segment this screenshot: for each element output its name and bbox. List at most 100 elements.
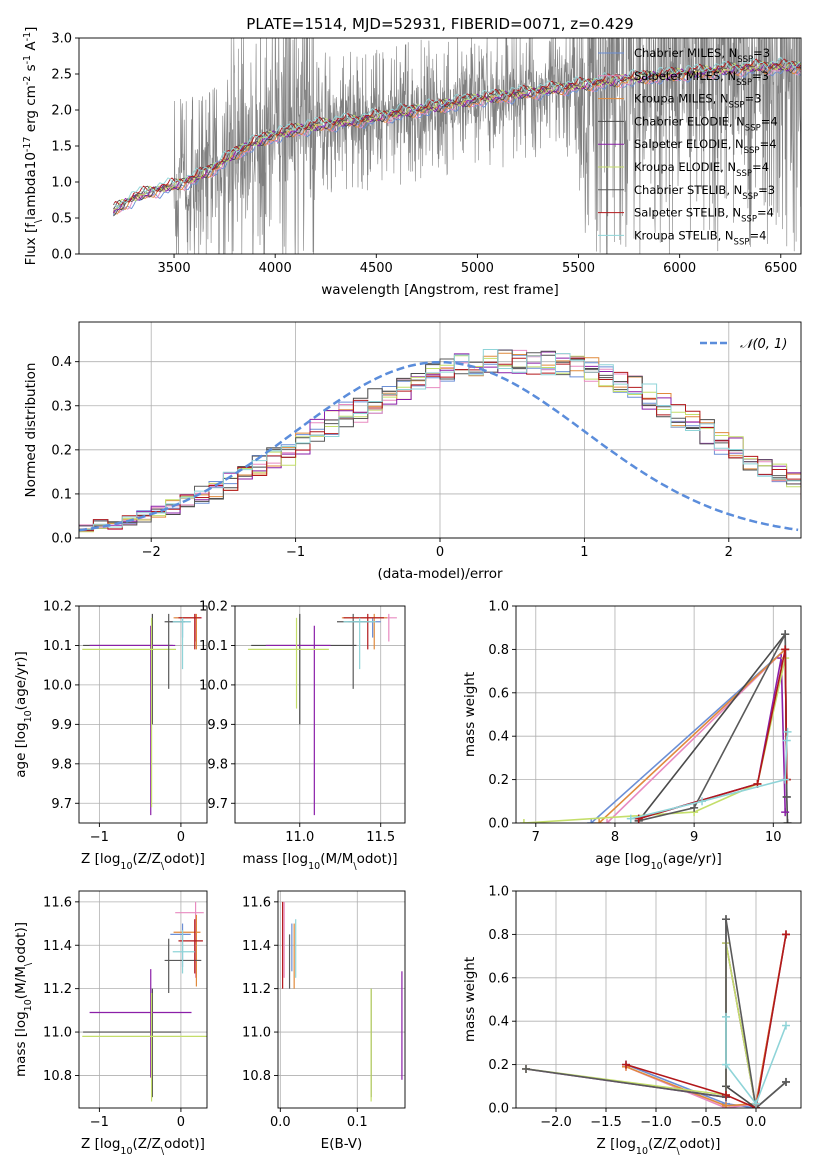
x-tick-label: 6000: [663, 261, 696, 276]
weight-marker-salpeter_stelib: [782, 930, 790, 939]
y-tick-label: 0.0: [51, 532, 72, 547]
plot-area-5: [82, 901, 207, 1102]
y-axis-label: mass weight: [462, 957, 478, 1042]
y-tick-label: 9.8: [207, 757, 228, 772]
y-tick-label: 10.1: [43, 639, 72, 654]
y-tick-label: 10.2: [43, 600, 72, 615]
y-tick-label: 10.0: [199, 678, 228, 693]
x-tick-label: −1.0: [640, 1115, 672, 1130]
histogram-kroupa_miles: [79, 352, 801, 530]
errorbar-point-kroupa_miles: [173, 613, 201, 650]
x-tick-label: −2: [142, 545, 161, 560]
weight-marker-chabrier_stelib: [690, 803, 699, 812]
y-tick-label: 1.0: [51, 176, 72, 191]
axes-6: 0.0 0.1 10.8 11.0 11.2 11.4 11.6 E(B-V): [242, 890, 406, 1152]
model-line-chabrier_stelib: [113, 59, 801, 210]
weight-marker-salpeter_stelib: [781, 645, 790, 654]
axes-4: 7 8 9 10 0.0 0.2 0.4 0.6 0.8 1.0 age [log10(age/yr…: [462, 600, 802, 872]
errorbar-point-kroupa_elodie: [247, 617, 329, 709]
axes-frame: [234, 605, 406, 824]
errorbar-point-salpeter_elodie: [89, 625, 176, 816]
axes-1: −2 −1 0 1 2 0.0 0.1 0.2 0.3 0.4 (data-model)/error…: [23, 321, 802, 582]
y-tick-label: 0.0: [488, 1102, 509, 1117]
y-tick-label: 0.2: [51, 443, 72, 458]
weight-marker-kroupa_stelib: [782, 736, 791, 745]
model-line-salpeter_stelib: [113, 58, 801, 206]
axes-7: −2.0 −1.5 −1.0 −0.5 0.0 0.0 0.2 0.4 0.6 0.8 1.0 Z […: [462, 885, 802, 1157]
weight-line-kroupa_elodie: [523, 657, 786, 823]
x-tick-label: 8: [611, 830, 619, 845]
weight-marker-salpeter_stelib: [622, 1060, 630, 1069]
x-tick-label: 1: [580, 545, 588, 560]
errorbar-point-chabrier_miles: [170, 617, 191, 638]
weight-marker-kroupa_stelib: [722, 1012, 730, 1021]
legend-entry: Kroupa STELIB, NSSP=4: [634, 228, 766, 247]
weight-line-chabrier_elodie: [638, 631, 789, 823]
y-tick-label: 2.5: [51, 68, 72, 83]
y-tick-label: 11.2: [43, 982, 72, 997]
x-tick-label: 4500: [360, 261, 393, 276]
plot-area-1: [79, 349, 801, 533]
y-tick-label: 11.6: [242, 895, 271, 910]
y-tick-label: 0.2: [488, 773, 509, 788]
y-tick-label: 3.0: [51, 32, 72, 47]
y-tick-label: 0.4: [488, 730, 509, 745]
weight-marker-chabrier_stelib: [782, 792, 791, 801]
y-tick-label: 11.0: [43, 1026, 72, 1041]
weight-line-salpeter_stelib: [625, 934, 787, 1108]
y-tick-label: 10.8: [43, 1069, 72, 1084]
y-tick-label: 9.9: [51, 718, 72, 733]
x-tick-label: 11.5: [366, 830, 395, 845]
weight-line-kroupa_stelib: [725, 1016, 787, 1106]
plot-area-3: [247, 613, 397, 816]
errorbar-point-kroupa_miles: [173, 914, 201, 987]
x-axis-label: E(B-V): [321, 1136, 363, 1152]
weight-marker-kroupa_stelib: [783, 727, 792, 736]
model-line-kroupa_elodie: [113, 61, 801, 210]
legend-entry: Salpeter MILES, NSSP=3: [634, 69, 769, 88]
x-tick-label: 5000: [461, 261, 494, 276]
axes-frame: [277, 890, 406, 1109]
observed-spectrum-line: [113, 38, 801, 254]
y-tick-label: 0.0: [488, 817, 509, 832]
y-tick-label: 0.6: [488, 971, 509, 986]
weight-marker-chabrier_stelib: [722, 915, 730, 924]
errorbar-point-salpeter_stelib: [343, 613, 384, 650]
legend-entry: Chabrier ELODIE, NSSP=4: [634, 114, 778, 133]
x-tick-label: −1: [90, 830, 109, 845]
errorbar-point-chabrier_elodie: [83, 988, 181, 1098]
x-axis-label: Z [log10(Z/Z\odot)]: [81, 1136, 205, 1157]
x-axis-label: age [log10(age/yr)]: [595, 851, 721, 872]
errorbar-point-kroupa_elodie: [82, 992, 207, 1102]
errorbar-point-salpeter_stelib: [178, 613, 202, 650]
weight-marker-salpeter_miles: [603, 819, 612, 823]
weight-marker-kroupa_stelib: [781, 775, 790, 784]
y-axis-label: mass weight: [462, 672, 478, 757]
y-tick-label: 1.0: [488, 885, 509, 900]
y-tick-label: 0.8: [488, 928, 509, 943]
y-axis-label: mass [log10(M/M\odot)]: [13, 922, 34, 1077]
axes-frame: [515, 890, 802, 1109]
errorbar-point-salpeter_miles: [175, 901, 204, 978]
y-axis-label: Flux [f\lambda10-17 erg cm-2 s-1 A-1]: [22, 27, 44, 266]
x-axis-label: Z [log10(Z/Z\odot)]: [81, 851, 205, 872]
legend-entry: Kroupa MILES, NSSP=3: [634, 92, 761, 111]
x-tick-label: 0: [436, 545, 444, 560]
x-tick-label: 5500: [562, 261, 595, 276]
y-axis-label: Normed distribution: [23, 363, 39, 498]
weight-marker-salpeter_elodie: [781, 808, 790, 817]
weight-line-salpeter_elodie: [638, 657, 786, 820]
axes-3: 11.0 11.5 9.7 9.8 9.9 10.0 10.1 10.2 mass [log10…: [199, 600, 406, 872]
errorbar-point-salpeter_elodie: [89, 969, 192, 1078]
y-tick-label: 10.0: [43, 678, 72, 693]
x-axis-label: wavelength [Angstrom, rest frame]: [321, 282, 559, 298]
weight-marker-chabrier_stelib: [782, 1077, 790, 1086]
x-tick-label: 6500: [764, 261, 797, 276]
legend-entry: 𝒩(0, 1): [740, 337, 787, 352]
y-tick-label: 0.1: [51, 487, 72, 502]
weight-marker-kroupa_elodie: [519, 819, 528, 823]
axes-frame: [78, 890, 208, 1109]
x-axis-label: mass [log10(M/M\odot)]: [243, 851, 398, 872]
y-tick-label: 9.9: [207, 718, 228, 733]
